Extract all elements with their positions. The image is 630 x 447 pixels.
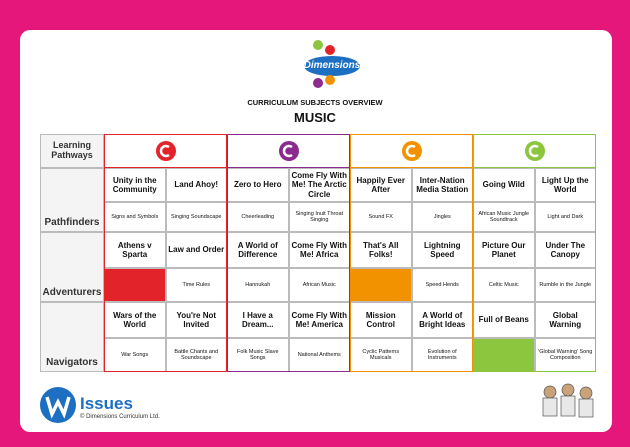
group-icon <box>278 141 299 161</box>
brand: Issues <box>80 394 133 413</box>
blank-cell <box>104 268 166 302</box>
row-label: Adventurers <box>40 232 104 302</box>
group-icon <box>524 141 545 161</box>
logo-text: Dimensions <box>303 60 361 71</box>
copyright: © Dimensions Curriculum Ltd. <box>80 414 160 420</box>
group-border <box>227 134 350 372</box>
group-border <box>350 134 473 372</box>
corner-label: Learning Pathways <box>40 134 104 168</box>
row-label: Pathfinders <box>40 168 104 232</box>
group-border <box>473 134 596 372</box>
group-border <box>104 134 227 372</box>
group-icon <box>155 141 176 161</box>
subtitle: MUSIC <box>294 110 336 125</box>
row-label: Navigators <box>40 302 104 372</box>
title: CURRICULUM SUBJECTS OVERVIEW <box>247 98 383 107</box>
group-icon <box>401 141 422 161</box>
